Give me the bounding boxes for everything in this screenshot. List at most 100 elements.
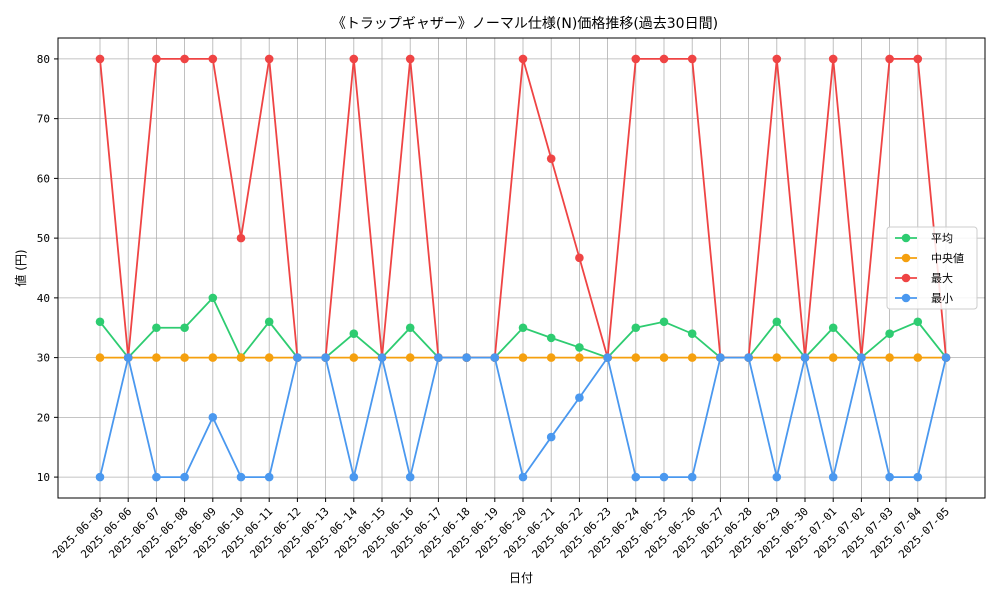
data-point	[546, 432, 556, 442]
legend-label: 中央値	[931, 252, 964, 265]
data-point	[236, 472, 246, 482]
data-point	[631, 323, 641, 333]
data-point	[885, 353, 894, 362]
data-point	[152, 472, 161, 482]
data-point	[264, 472, 274, 482]
data-point	[152, 323, 161, 333]
y-tick-label: 60	[37, 172, 50, 185]
data-point	[490, 353, 500, 362]
y-axis-title: 値 (円)	[13, 249, 28, 286]
data-point	[913, 54, 923, 64]
legend-entry: 中央値	[895, 252, 964, 265]
legend-entry: 最小	[895, 292, 953, 305]
data-point	[546, 333, 556, 343]
y-tick-label: 70	[37, 113, 50, 126]
data-point	[772, 353, 782, 362]
data-point	[659, 54, 669, 64]
data-point	[518, 54, 528, 64]
data-point	[208, 293, 218, 303]
data-point	[885, 472, 894, 482]
data-point	[264, 317, 274, 327]
data-point	[828, 353, 838, 362]
data-point	[687, 54, 697, 64]
legend-entry: 平均	[895, 232, 953, 245]
data-point	[349, 329, 359, 339]
data-point	[631, 353, 641, 362]
data-point	[95, 317, 105, 327]
data-point	[575, 343, 584, 352]
data-point	[631, 54, 641, 64]
legend-box	[886, 226, 978, 310]
data-point	[518, 323, 528, 333]
series-3	[95, 353, 951, 482]
data-point	[659, 317, 669, 327]
data-point	[152, 353, 161, 362]
data-point	[236, 353, 246, 362]
data-point	[518, 472, 528, 482]
legend-label: 最小	[931, 292, 953, 305]
data-point	[434, 353, 443, 362]
data-point	[405, 472, 415, 482]
data-point	[885, 329, 894, 339]
data-point	[208, 413, 218, 422]
data-point	[885, 54, 894, 64]
y-tick-label: 10	[37, 471, 50, 484]
data-point	[208, 353, 218, 362]
data-point	[828, 323, 838, 333]
data-point	[377, 353, 387, 362]
data-point	[518, 353, 528, 362]
data-point	[772, 317, 782, 327]
data-point	[180, 54, 189, 64]
y-tick-label: 40	[37, 292, 50, 305]
data-point	[716, 353, 725, 362]
legend-marker	[901, 253, 911, 263]
data-point	[321, 353, 330, 362]
legend-entry: 最大	[895, 271, 953, 285]
data-point	[405, 54, 415, 64]
data-point	[575, 393, 584, 402]
data-point	[95, 472, 105, 482]
plot-frame	[57, 37, 986, 499]
data-point	[913, 317, 923, 327]
data-point	[772, 472, 782, 482]
legend-marker	[901, 233, 911, 243]
data-point	[913, 472, 923, 482]
data-point	[659, 353, 669, 362]
data-point	[857, 353, 866, 362]
data-point	[941, 353, 951, 362]
data-point	[405, 353, 415, 362]
data-point	[659, 472, 669, 482]
chart-title: 《トラップギャザー》ノーマル仕様(N)価格推移(過去30日間)	[332, 16, 718, 32]
data-point	[575, 353, 584, 362]
legend-marker	[901, 273, 911, 283]
y-tick-label: 50	[37, 232, 50, 245]
data-point	[828, 54, 838, 64]
data-point	[687, 353, 697, 362]
data-point	[180, 323, 189, 333]
data-point	[349, 472, 359, 482]
data-point	[95, 54, 105, 64]
data-point	[405, 323, 415, 333]
data-point	[349, 353, 359, 362]
data-point	[575, 253, 584, 263]
data-point	[293, 353, 302, 362]
data-point	[180, 472, 189, 482]
data-point	[687, 472, 697, 482]
y-tick-label: 20	[37, 411, 50, 424]
data-point	[744, 353, 753, 362]
data-point	[913, 353, 923, 362]
x-axis-title: 日付	[509, 571, 533, 585]
data-point	[828, 472, 838, 482]
series-layer	[95, 54, 951, 482]
data-point	[603, 353, 612, 362]
data-point	[546, 154, 556, 163]
legend-marker	[901, 293, 911, 303]
data-point	[95, 353, 105, 362]
data-point	[772, 54, 782, 64]
data-point	[349, 54, 359, 64]
data-point	[236, 233, 246, 243]
data-point	[264, 54, 274, 64]
